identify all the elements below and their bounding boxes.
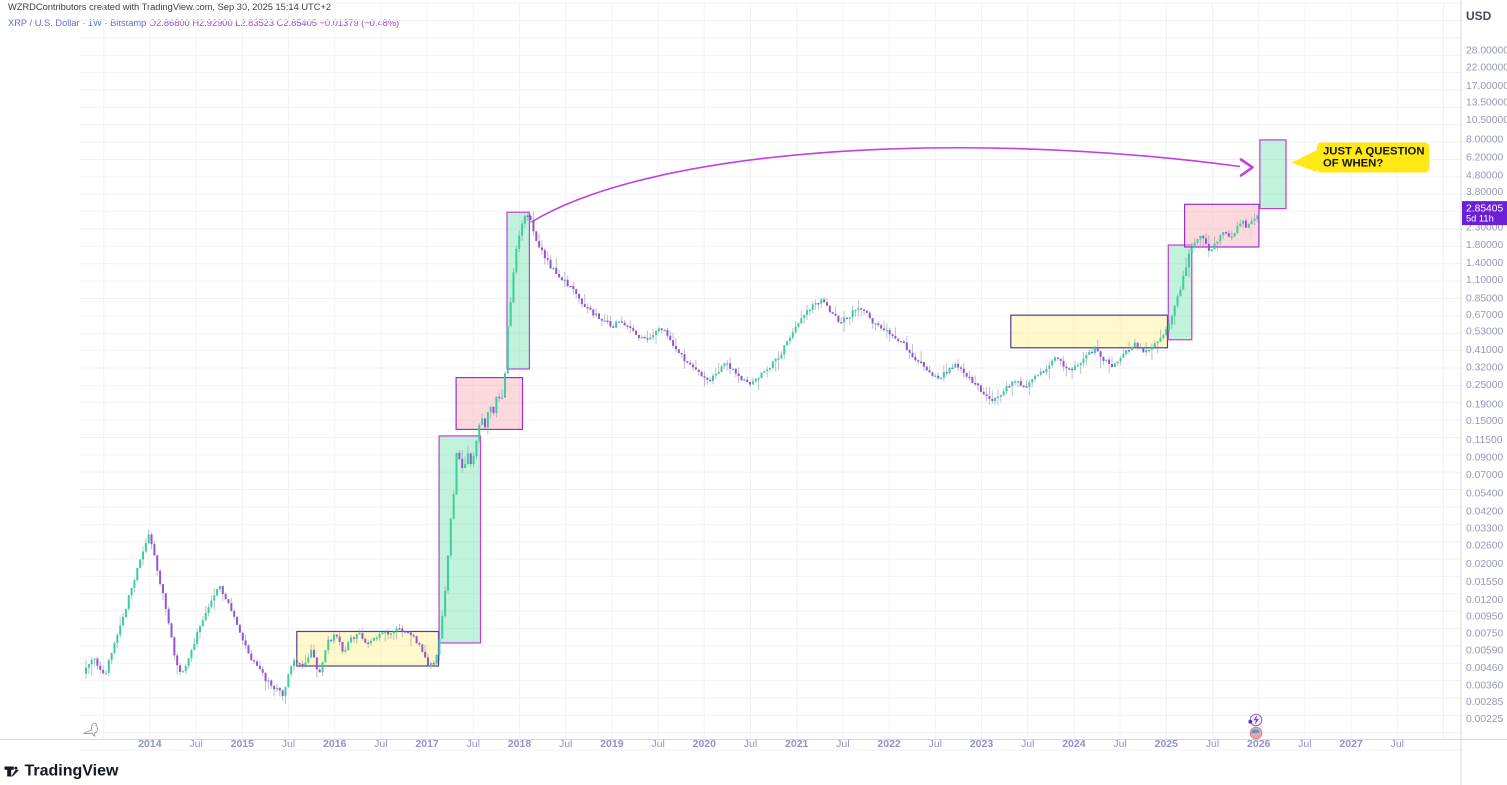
- svg-text:2021: 2021: [785, 738, 809, 750]
- svg-text:Jul: Jul: [1298, 738, 1311, 750]
- svg-text:TradingView: TradingView: [25, 763, 120, 780]
- svg-text:2019: 2019: [600, 738, 624, 750]
- svg-text:Jul: Jul: [189, 738, 202, 750]
- svg-text:Jul: Jul: [651, 738, 664, 750]
- svg-text:0.67000: 0.67000: [1466, 310, 1503, 321]
- svg-text:0.19000: 0.19000: [1466, 399, 1503, 410]
- svg-text:0.85000: 0.85000: [1466, 293, 1503, 304]
- svg-text:0.05400: 0.05400: [1466, 489, 1503, 500]
- svg-text:0.00225: 0.00225: [1466, 714, 1503, 725]
- svg-text:8.00000: 8.00000: [1466, 134, 1503, 145]
- svg-text:0.00285: 0.00285: [1466, 697, 1503, 708]
- svg-text:0.53000: 0.53000: [1466, 327, 1503, 338]
- svg-text:USD: USD: [1466, 9, 1492, 23]
- svg-text:0.11500: 0.11500: [1466, 435, 1503, 446]
- svg-text:0.00460: 0.00460: [1466, 663, 1503, 674]
- svg-text:17.00000: 17.00000: [1466, 81, 1507, 92]
- svg-text:Jul: Jul: [836, 738, 849, 750]
- svg-text:Jul: Jul: [559, 738, 572, 750]
- svg-text:10.50000: 10.50000: [1466, 115, 1507, 126]
- svg-text:Jul: Jul: [929, 738, 942, 750]
- svg-text:0.03300: 0.03300: [1466, 524, 1503, 535]
- svg-text:2027: 2027: [1339, 738, 1363, 750]
- svg-text:2025: 2025: [1155, 738, 1179, 750]
- svg-text:2023: 2023: [970, 738, 994, 750]
- svg-text:Jul: Jul: [1391, 738, 1404, 750]
- svg-text:0.01200: 0.01200: [1466, 595, 1503, 606]
- svg-text:4.80000: 4.80000: [1466, 171, 1503, 182]
- svg-text:3.80000: 3.80000: [1466, 187, 1503, 198]
- svg-text:2024: 2024: [1062, 738, 1086, 750]
- svg-text:1.80000: 1.80000: [1466, 240, 1503, 251]
- svg-text:2018: 2018: [508, 738, 532, 750]
- svg-text:Jul: Jul: [1206, 738, 1219, 750]
- svg-text:0.25000: 0.25000: [1466, 380, 1503, 391]
- svg-text:0.00950: 0.00950: [1466, 612, 1503, 623]
- svg-text:0.32000: 0.32000: [1466, 363, 1503, 374]
- svg-text:0.41000: 0.41000: [1466, 345, 1503, 356]
- svg-text:28.00000: 28.00000: [1466, 46, 1507, 57]
- svg-text:1.10000: 1.10000: [1466, 275, 1503, 286]
- svg-text:Jul: Jul: [467, 738, 480, 750]
- svg-text:2026: 2026: [1247, 738, 1271, 750]
- svg-text:Jul: Jul: [1021, 738, 1034, 750]
- svg-text:2014: 2014: [138, 738, 162, 750]
- svg-text:2016: 2016: [323, 738, 347, 750]
- svg-text:0.02600: 0.02600: [1466, 540, 1503, 551]
- svg-text:1.40000: 1.40000: [1466, 258, 1503, 269]
- svg-text:13.50000: 13.50000: [1466, 97, 1507, 108]
- svg-text:22.00000: 22.00000: [1466, 63, 1507, 74]
- svg-text:OF WHEN?: OF WHEN?: [1323, 158, 1383, 170]
- svg-text:0.00750: 0.00750: [1466, 629, 1503, 640]
- svg-text:0.00590: 0.00590: [1466, 646, 1503, 657]
- svg-text:0.02000: 0.02000: [1466, 559, 1503, 570]
- svg-text:2015: 2015: [231, 738, 255, 750]
- svg-text:0.07000: 0.07000: [1466, 470, 1503, 481]
- svg-text:0.04200: 0.04200: [1466, 506, 1503, 517]
- svg-text:Jul: Jul: [282, 738, 295, 750]
- svg-text:Jul: Jul: [744, 738, 757, 750]
- svg-text:Jul: Jul: [374, 738, 387, 750]
- svg-text:0.15000: 0.15000: [1466, 416, 1503, 427]
- svg-text:0.01550: 0.01550: [1466, 577, 1503, 588]
- svg-text:0.00360: 0.00360: [1466, 681, 1503, 692]
- svg-text:JUST A QUESTION: JUST A QUESTION: [1323, 146, 1424, 158]
- svg-text:2020: 2020: [693, 738, 717, 750]
- svg-text:2017: 2017: [415, 738, 439, 750]
- svg-text:2022: 2022: [877, 738, 901, 750]
- svg-text:0.09000: 0.09000: [1466, 452, 1503, 463]
- svg-text:5d 11h: 5d 11h: [1466, 214, 1494, 224]
- svg-text:Jul: Jul: [1113, 738, 1126, 750]
- svg-text:6.20000: 6.20000: [1466, 152, 1503, 163]
